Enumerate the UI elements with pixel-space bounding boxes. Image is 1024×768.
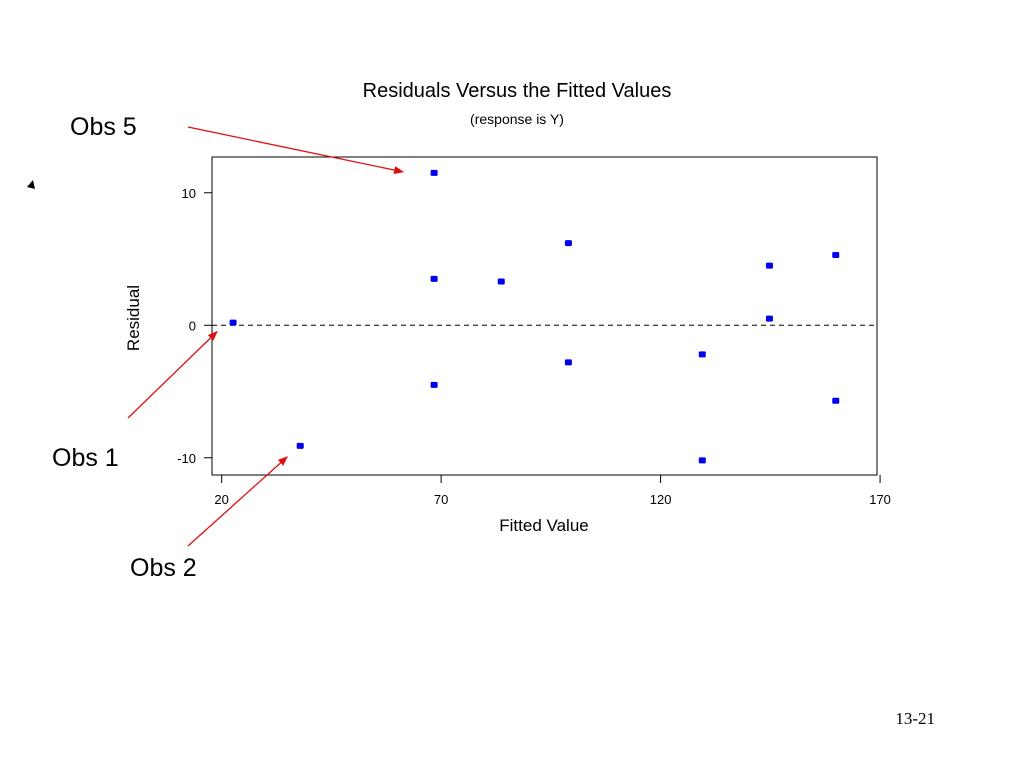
obs-2-label: Obs 2: [130, 554, 197, 582]
obs-5-arrow: [187, 126, 405, 174]
y-tick-label: 10: [182, 186, 196, 201]
y-axis: 10 0 -10: [177, 186, 212, 466]
data-point: [564, 359, 572, 366]
data-point: [430, 275, 438, 282]
data-point: [765, 315, 773, 322]
bullet-triangle-icon: [27, 180, 35, 189]
x-axis-label: Fitted Value: [499, 516, 588, 535]
data-point: [698, 351, 706, 358]
y-axis-label: Residual: [124, 285, 143, 351]
plot-frame: [211, 156, 878, 476]
obs-1-arrow: [127, 330, 218, 419]
y-tick-label: 0: [189, 318, 196, 333]
data-point: [832, 252, 840, 259]
x-axis: 20 70 120 170: [214, 475, 891, 507]
data-point: [430, 381, 438, 388]
chart-title: Residuals Versus the Fitted Values: [363, 80, 672, 102]
y-tick-label: -10: [177, 451, 196, 466]
data-point: [698, 457, 706, 464]
x-tick-label: 20: [214, 492, 228, 507]
chart-subtitle: (response is Y): [470, 111, 564, 127]
obs-2-arrow: [187, 456, 288, 547]
data-point: [430, 169, 438, 176]
data-point: [564, 240, 572, 247]
x-tick-label: 70: [434, 492, 448, 507]
x-tick-label: 120: [650, 492, 672, 507]
obs-5-label: Obs 5: [70, 113, 137, 141]
data-points: [229, 169, 840, 464]
obs-1-label: Obs 1: [52, 444, 119, 472]
data-point: [832, 397, 840, 404]
data-point: [497, 278, 505, 285]
data-point: [296, 442, 304, 449]
x-tick-label: 170: [869, 492, 891, 507]
data-point: [765, 262, 773, 269]
data-point: [229, 319, 237, 326]
page-number: 13-21: [895, 709, 935, 728]
